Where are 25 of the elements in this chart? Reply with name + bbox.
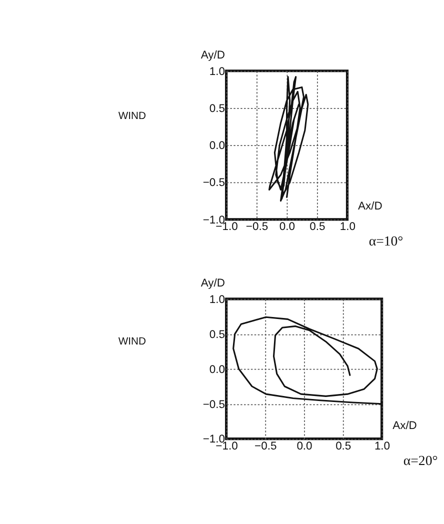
x-tick-label: 0.5 [310, 221, 326, 234]
y-tick-label: −0.5 [202, 177, 226, 190]
y-tick-label: 1.0 [209, 66, 226, 78]
x-tick-label: −0.5 [254, 440, 277, 453]
text: WIND [118, 336, 146, 348]
x-tick-label: 1.0 [340, 221, 356, 234]
x-axis-title: Ax/D [358, 200, 382, 213]
y-tick-label: 0.0 [209, 364, 226, 376]
x-tick-label: 0.5 [336, 440, 352, 453]
y-axis-title: Ay/D [200, 277, 225, 290]
y-axis-title: Ay/D [200, 49, 225, 62]
y-tick-label: 0.0 [209, 140, 226, 152]
x-tick-label: 0.0 [296, 440, 312, 453]
x-axis-title: Ax/D [392, 420, 417, 432]
y-tick-label: 1.0 [209, 294, 226, 306]
text: α=20° [403, 452, 438, 468]
x-tick-label: 1.0 [374, 440, 390, 453]
x-tick-label: 0.0 [279, 221, 296, 234]
text: α=10° [368, 233, 404, 248]
y-tick-label: 0.5 [209, 328, 226, 341]
y-tick-label: −0.5 [202, 398, 226, 411]
y-tick-label: 0.5 [209, 102, 226, 115]
line-series [268, 76, 309, 202]
x-tick-label: −0.5 [246, 221, 268, 234]
text: WIND [118, 110, 146, 122]
